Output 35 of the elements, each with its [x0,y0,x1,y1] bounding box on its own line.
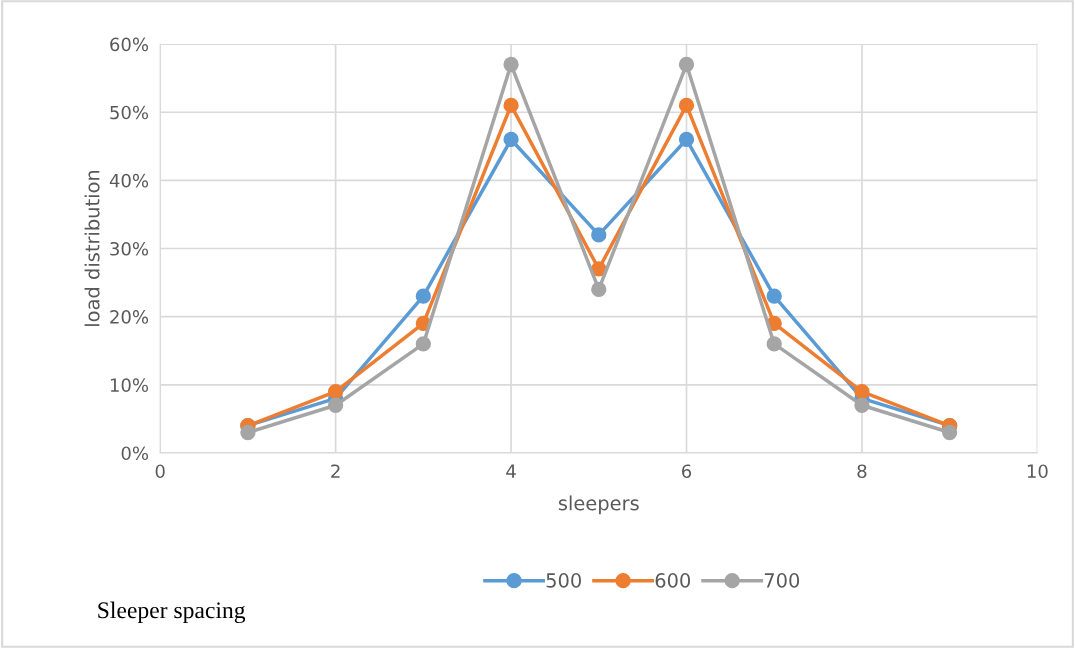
point [591,281,607,298]
point [327,397,344,413]
point [240,424,256,441]
point [415,288,431,304]
y-tick-label: 20% [110,310,149,324]
point [415,336,431,352]
y-tick-label: 10% [110,378,149,392]
x-tick-label: 0 [155,464,165,479]
y-tick-label: 0% [121,446,149,461]
point [678,131,695,148]
x-tick-label: 10 [1027,464,1048,479]
legend-label: 500 [546,573,581,588]
point [503,131,519,148]
y-axis-title: load distribution [84,170,100,326]
x-tick-label: 6 [682,464,692,479]
x-tick-label: 2 [331,464,340,478]
y-tick-label: 60% [110,37,149,52]
y-tick-label: 30% [110,241,149,256]
x-tick-label: 4 [506,464,516,478]
y-tick-label: 40% [109,173,149,188]
point [766,336,782,352]
point [591,227,607,243]
x-axis-title: sleepers [558,495,639,515]
y-tick-label: 50% [110,105,149,120]
point [678,56,695,73]
x-tick-label: 8 [857,464,867,479]
point [503,56,519,73]
legend-label: 600 [655,573,691,588]
point [766,288,782,304]
point [503,97,519,114]
legend-title: Sleeper spacing [98,601,246,624]
legend-label: 700 [764,573,800,588]
point [942,424,958,441]
point [327,383,344,400]
point [678,97,695,114]
